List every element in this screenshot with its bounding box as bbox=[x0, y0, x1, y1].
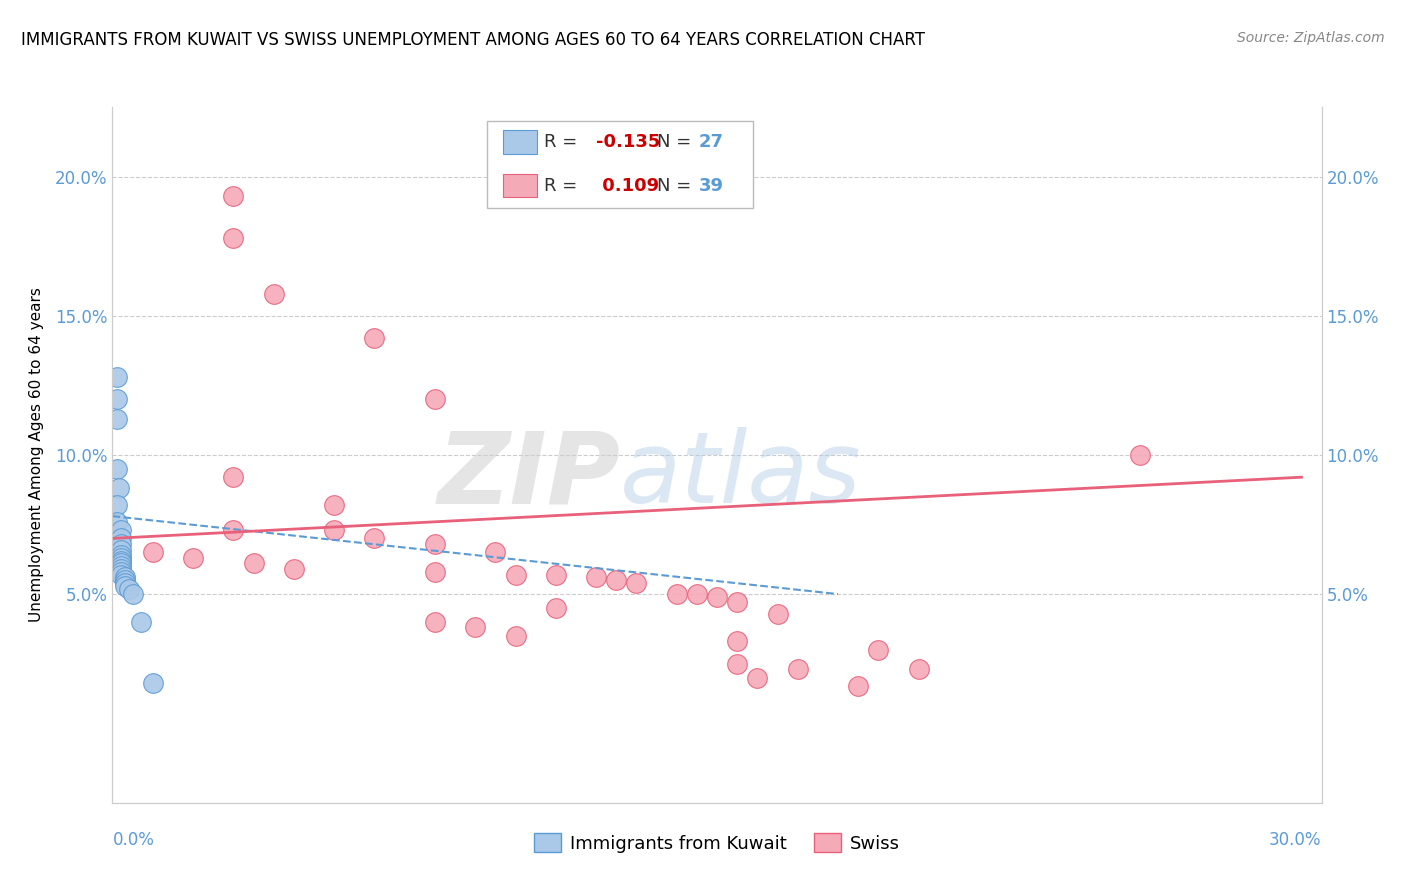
Point bbox=[725, 657, 748, 671]
Point bbox=[505, 629, 527, 643]
Point bbox=[114, 576, 136, 591]
Text: N =: N = bbox=[657, 133, 696, 151]
Point bbox=[110, 550, 132, 565]
Point bbox=[686, 587, 709, 601]
Point bbox=[181, 550, 204, 565]
Point bbox=[363, 331, 385, 345]
Point bbox=[110, 567, 132, 582]
Point bbox=[110, 557, 132, 571]
Point bbox=[1129, 448, 1152, 462]
Point bbox=[114, 573, 136, 587]
Point bbox=[766, 607, 789, 621]
Point bbox=[105, 411, 128, 425]
Point bbox=[242, 557, 264, 571]
Text: 0.109: 0.109 bbox=[596, 177, 659, 194]
Bar bbox=[503, 130, 537, 153]
Point bbox=[110, 548, 132, 562]
Text: -0.135: -0.135 bbox=[596, 133, 661, 151]
Point bbox=[105, 392, 128, 407]
Text: N =: N = bbox=[657, 177, 696, 194]
Point bbox=[283, 562, 305, 576]
Point bbox=[323, 523, 346, 537]
Point bbox=[142, 545, 165, 559]
Text: R =: R = bbox=[544, 177, 583, 194]
Text: atlas: atlas bbox=[620, 427, 862, 524]
Text: 27: 27 bbox=[699, 133, 724, 151]
Text: Source: ZipAtlas.com: Source: ZipAtlas.com bbox=[1237, 31, 1385, 45]
Point bbox=[105, 498, 128, 512]
Point bbox=[747, 671, 769, 685]
Text: 39: 39 bbox=[699, 177, 724, 194]
Point bbox=[907, 662, 929, 676]
Point bbox=[505, 567, 527, 582]
Point bbox=[114, 579, 136, 593]
Point bbox=[105, 462, 128, 476]
Point bbox=[464, 620, 486, 634]
Point bbox=[105, 515, 128, 529]
Point bbox=[222, 470, 245, 484]
Point bbox=[107, 481, 129, 495]
Y-axis label: Unemployment Among Ages 60 to 64 years: Unemployment Among Ages 60 to 64 years bbox=[30, 287, 44, 623]
Point bbox=[142, 676, 165, 690]
Point bbox=[222, 523, 245, 537]
Point bbox=[363, 532, 385, 546]
Point bbox=[846, 679, 869, 693]
Point bbox=[423, 565, 446, 579]
Point bbox=[786, 662, 808, 676]
Point bbox=[725, 595, 748, 609]
Point bbox=[114, 570, 136, 584]
Point bbox=[222, 189, 245, 203]
Point bbox=[544, 567, 567, 582]
Point bbox=[121, 587, 143, 601]
Point bbox=[110, 554, 132, 568]
Text: 30.0%: 30.0% bbox=[1270, 830, 1322, 848]
Text: IMMIGRANTS FROM KUWAIT VS SWISS UNEMPLOYMENT AMONG AGES 60 TO 64 YEARS CORRELATI: IMMIGRANTS FROM KUWAIT VS SWISS UNEMPLOY… bbox=[21, 31, 925, 49]
Point bbox=[423, 615, 446, 629]
Point bbox=[110, 565, 132, 579]
Point bbox=[110, 559, 132, 574]
Point bbox=[263, 286, 285, 301]
Point bbox=[323, 498, 346, 512]
Point bbox=[105, 370, 128, 384]
Point bbox=[605, 573, 627, 587]
Point bbox=[423, 537, 446, 551]
Text: ZIP: ZIP bbox=[437, 427, 620, 524]
Point bbox=[110, 523, 132, 537]
Point bbox=[665, 587, 688, 601]
Bar bbox=[503, 174, 537, 197]
Point bbox=[110, 537, 132, 551]
Point bbox=[725, 634, 748, 648]
Point bbox=[110, 532, 132, 546]
Point bbox=[129, 615, 152, 629]
Text: R =: R = bbox=[544, 133, 583, 151]
Point bbox=[585, 570, 607, 584]
Point bbox=[110, 562, 132, 576]
Point bbox=[484, 545, 506, 559]
Text: 0.0%: 0.0% bbox=[112, 830, 155, 848]
Point bbox=[868, 642, 890, 657]
Point bbox=[117, 582, 139, 596]
FancyBboxPatch shape bbox=[488, 121, 754, 208]
Point bbox=[222, 231, 245, 245]
Point bbox=[544, 601, 567, 615]
Point bbox=[110, 542, 132, 557]
Point bbox=[706, 590, 728, 604]
Point bbox=[626, 576, 648, 591]
Legend: Immigrants from Kuwait, Swiss: Immigrants from Kuwait, Swiss bbox=[527, 826, 907, 860]
Point bbox=[423, 392, 446, 407]
